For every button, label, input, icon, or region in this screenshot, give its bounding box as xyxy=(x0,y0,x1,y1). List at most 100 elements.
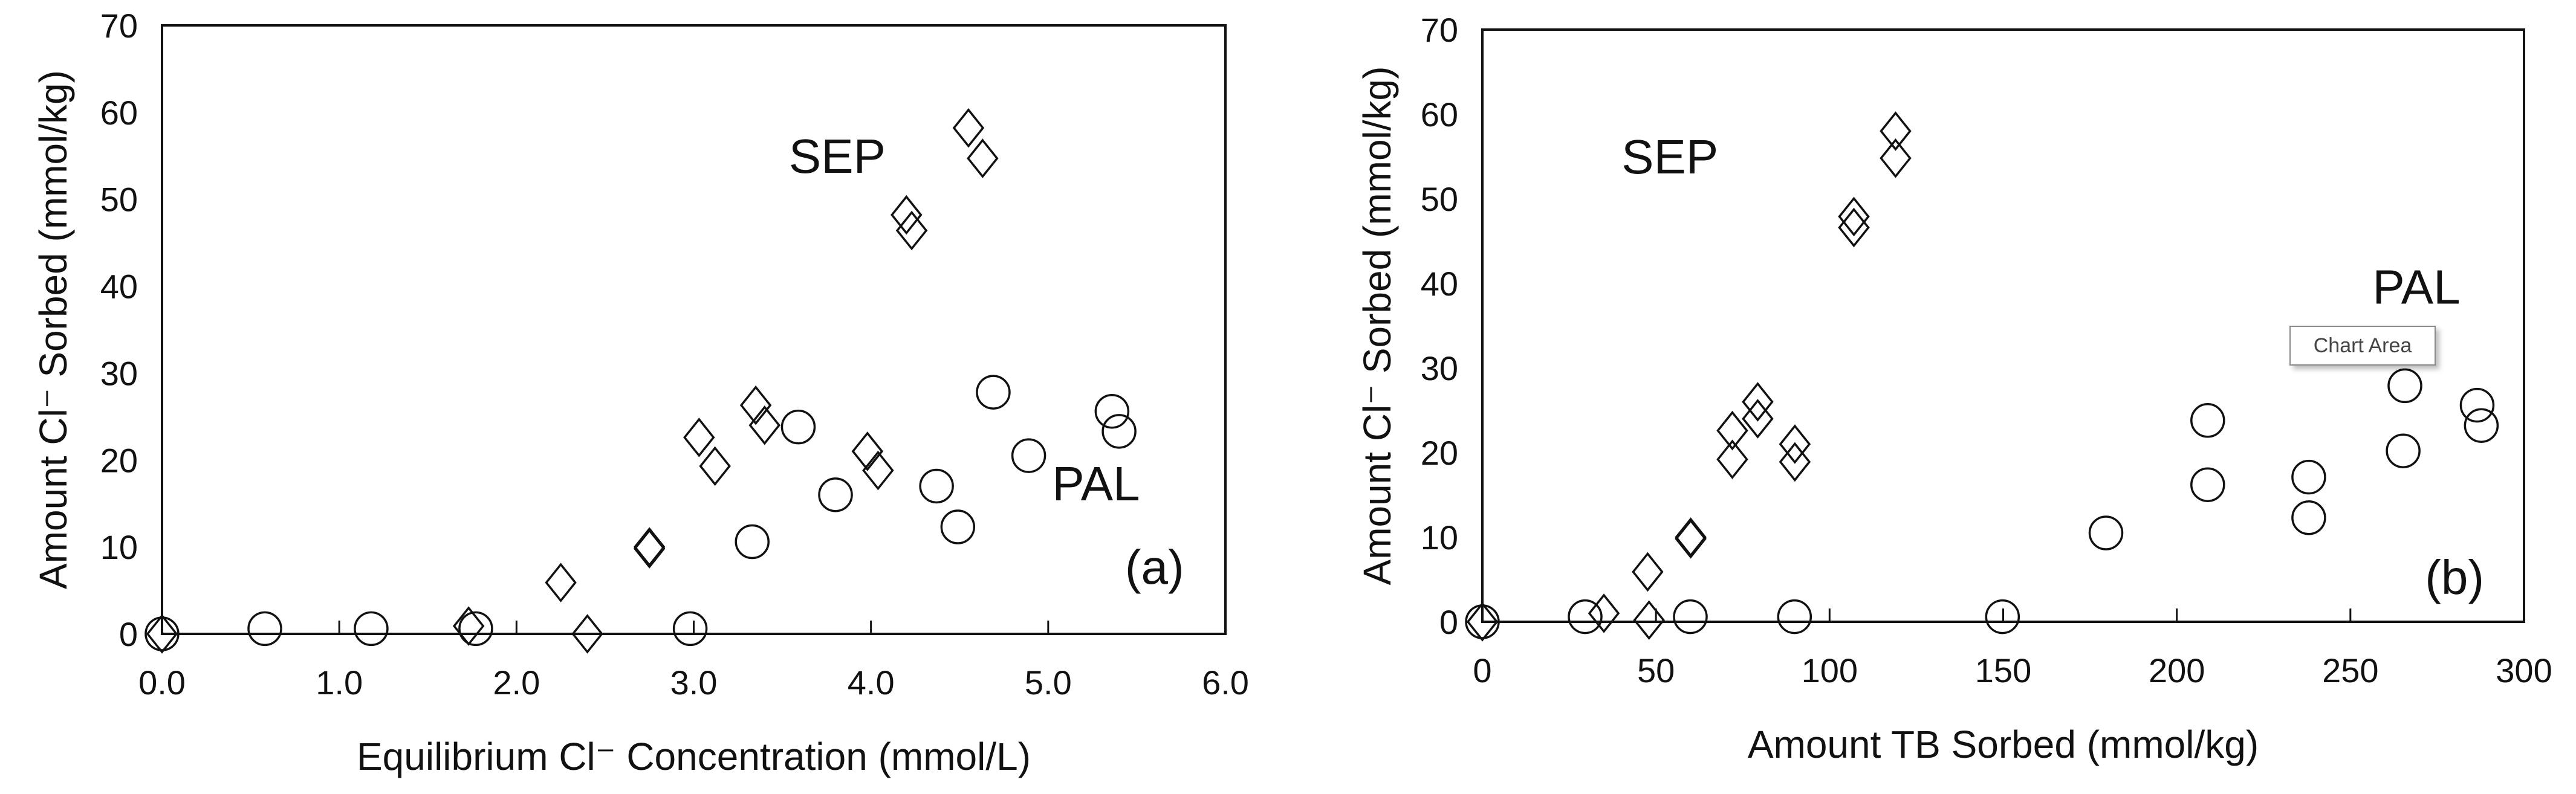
data-point-circle xyxy=(672,611,708,647)
x-tick-label: 100 xyxy=(1802,651,1858,689)
series-sep xyxy=(1466,111,1912,642)
data-point-circle xyxy=(2464,408,2499,443)
data-point-circle xyxy=(1094,393,1130,429)
data-point-circle xyxy=(1101,414,1137,449)
data-point-diamond xyxy=(146,614,178,654)
y-tick-label: 0 xyxy=(119,615,138,653)
x-tick-label: 6.0 xyxy=(1202,663,1249,702)
data-point-circle xyxy=(354,611,389,647)
x-tick-label: 2.0 xyxy=(493,663,540,702)
x-tick-label: 50 xyxy=(1637,651,1675,689)
x-tick-label: 3.0 xyxy=(670,663,718,702)
y-axis-title: Amount Cl⁻ Sorbed (mmol/kg) xyxy=(1355,66,1399,586)
series-sep xyxy=(146,108,999,654)
y-tick-label: 60 xyxy=(1421,95,1458,134)
data-point-diamond xyxy=(862,450,894,491)
x-tick-label: 0.0 xyxy=(138,663,186,702)
x-tick-label: 1.0 xyxy=(316,663,363,702)
data-point-circle xyxy=(2291,500,2326,535)
y-tick-label: 0 xyxy=(1439,603,1458,641)
data-point-diamond xyxy=(1880,138,1912,178)
x-axis-title: Amount TB Sorbed (mmol/kg) xyxy=(1748,723,2259,766)
plot-frame xyxy=(161,24,1227,635)
data-point-circle xyxy=(144,616,180,651)
data-point-circle xyxy=(818,477,853,512)
y-tick-label: 70 xyxy=(100,7,138,45)
y-tick-label: 50 xyxy=(1421,180,1458,218)
chart-panel-a: 0.0 1.0 2.0 3.0 4.0 5.0 6.0 0 10 20 30 40 50 60 70 Equi… xyxy=(31,7,1249,778)
data-point-diamond xyxy=(683,418,715,457)
data-point-circle xyxy=(2387,368,2422,404)
data-point-circle xyxy=(1465,604,1500,639)
data-point-diamond xyxy=(739,385,772,425)
annotation-label: (a) xyxy=(1125,540,1184,594)
data-point-circle xyxy=(976,375,1011,410)
data-point-circle xyxy=(1568,599,1603,634)
x-axis-title: Equilibrium Cl⁻ Concentration (mmol/L) xyxy=(357,735,1031,778)
annotation-label: SEP xyxy=(789,129,886,183)
data-point-diamond xyxy=(1716,439,1748,480)
data-point-circle xyxy=(2088,515,2124,550)
data-point-circle xyxy=(919,468,954,504)
data-point-diamond xyxy=(1779,424,1811,464)
x-tick-label: 5.0 xyxy=(1025,663,1072,702)
data-point-diamond xyxy=(1632,552,1664,592)
data-point-diamond xyxy=(1779,442,1811,482)
annotation-label: SEP xyxy=(1621,130,1718,184)
chart-panel-b: 0 50 100 150 200 250 300 0 10 20 30 40 50 60 70 Amount … xyxy=(1355,11,2552,766)
data-point-diamond xyxy=(1742,382,1774,422)
y-tick-label: 40 xyxy=(100,268,138,306)
y-tick-label: 10 xyxy=(100,528,138,566)
data-point-diamond xyxy=(1838,196,1870,237)
x-tick-label: 4.0 xyxy=(848,663,895,702)
data-point-diamond xyxy=(891,195,923,235)
data-point-diamond xyxy=(748,405,781,445)
data-point-circle xyxy=(2386,433,2421,468)
data-point-circle xyxy=(1777,599,1812,634)
x-tick-label: 200 xyxy=(2149,651,2205,689)
data-point-circle xyxy=(2291,459,2326,495)
data-point-circle xyxy=(1985,599,2020,634)
data-point-diamond xyxy=(1466,602,1499,642)
x-tick-label: 150 xyxy=(1975,651,2031,689)
data-point-diamond xyxy=(1880,111,1912,151)
data-point-circle xyxy=(735,524,770,560)
y-tick-label: 20 xyxy=(100,441,138,479)
y-tick-label: 30 xyxy=(100,354,138,392)
data-point-diamond xyxy=(967,138,999,178)
y-tick-label: 70 xyxy=(1421,11,1458,49)
chart-area-tooltip: Chart Area xyxy=(2289,326,2436,366)
y-tick-label: 60 xyxy=(100,94,138,132)
series-pal xyxy=(1465,368,2499,639)
y-tick-label: 40 xyxy=(1421,265,1458,303)
data-point-circle xyxy=(458,611,493,647)
data-point-circle xyxy=(780,409,816,445)
data-point-diamond xyxy=(1675,517,1707,557)
data-point-circle xyxy=(2459,387,2495,423)
data-point-diamond xyxy=(1838,207,1870,248)
data-point-circle xyxy=(1673,599,1708,634)
data-point-diamond xyxy=(1633,600,1665,641)
data-point-diamond xyxy=(895,210,928,251)
data-point-diamond xyxy=(1716,410,1748,451)
data-point-diamond xyxy=(545,563,577,602)
x-tick-label: 250 xyxy=(2322,651,2378,689)
y-tick-label: 20 xyxy=(1421,434,1458,472)
annotation-label: PAL xyxy=(1052,457,1140,511)
x-tick-label: 300 xyxy=(2496,651,2552,689)
y-tick-label: 10 xyxy=(1421,518,1458,557)
series-pal xyxy=(144,375,1137,651)
data-point-circle xyxy=(247,611,282,647)
data-point-circle xyxy=(2190,467,2225,502)
annotation-label: PAL xyxy=(2372,260,2460,314)
y-axis-title: Amount Cl⁻ Sorbed (mmol/kg) xyxy=(31,70,75,589)
data-point-diamond xyxy=(952,108,985,148)
x-tick-label: 0 xyxy=(1473,651,1491,689)
y-tick-label: 30 xyxy=(1421,349,1458,387)
data-point-diamond xyxy=(851,431,884,471)
data-point-diamond xyxy=(571,614,603,654)
data-point-diamond xyxy=(1588,593,1620,633)
data-point-diamond xyxy=(633,527,666,567)
